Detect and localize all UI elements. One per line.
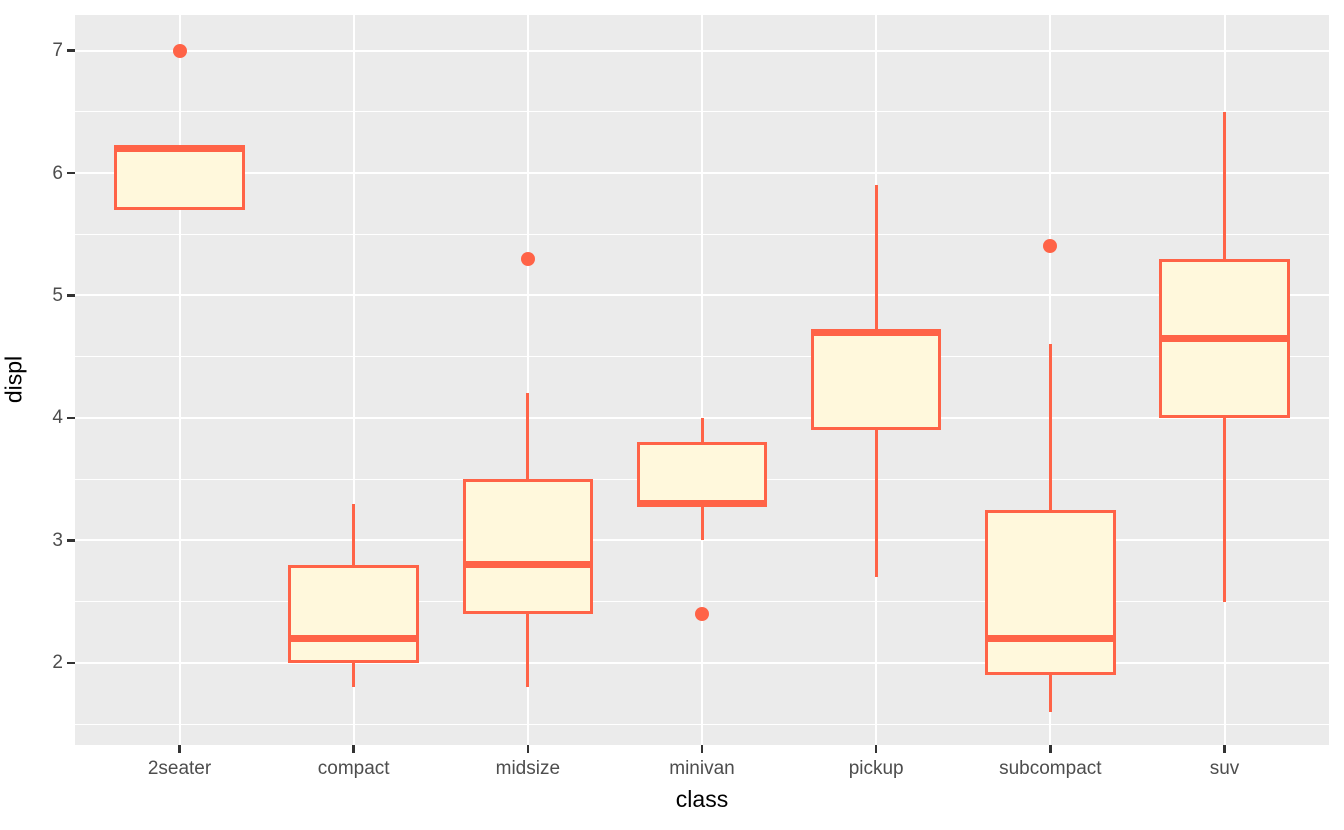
y-tick-label: 7 — [52, 40, 63, 62]
lower-whisker — [1048, 675, 1052, 712]
y-tick-mark — [67, 294, 75, 297]
box-subcompact — [985, 509, 1116, 676]
median-line — [1159, 334, 1290, 342]
outlier-point — [695, 606, 709, 621]
y-tick-label: 5 — [52, 284, 63, 306]
y-tick-label: 4 — [52, 407, 63, 429]
y-tick-label: 2 — [52, 652, 63, 674]
median-line — [114, 145, 245, 152]
x-tick-label: midsize — [495, 758, 561, 779]
y-tick-label: 6 — [52, 162, 63, 184]
box-midsize — [462, 479, 594, 614]
x-tick-mark — [700, 745, 704, 753]
x-tick-label: compact — [317, 758, 390, 779]
x-tick-label: minivan — [669, 758, 735, 779]
lower-whisker — [352, 662, 356, 688]
lower-whisker — [1223, 417, 1226, 602]
x-tick-label: 2seater — [147, 758, 212, 779]
median-line — [810, 328, 942, 336]
lower-whisker — [874, 430, 878, 578]
upper-whisker — [1223, 111, 1226, 259]
box-2seater — [114, 148, 245, 210]
x-tick-mark — [874, 745, 878, 753]
upper-whisker — [700, 417, 704, 443]
x-tick-mark — [1049, 745, 1052, 753]
median-line — [985, 634, 1116, 642]
median-line — [288, 634, 419, 642]
upper-whisker — [874, 185, 878, 333]
box-minivan — [636, 442, 768, 504]
y-tick-mark — [67, 539, 75, 542]
outlier-point — [520, 251, 535, 266]
x-tick-mark — [178, 745, 181, 753]
x-tick-mark — [1223, 745, 1226, 753]
upper-whisker — [1048, 344, 1052, 510]
y-tick-mark — [67, 661, 75, 665]
x-tick-label: subcompact — [999, 758, 1102, 779]
category-gridline — [178, 15, 181, 745]
lower-whisker — [526, 613, 530, 688]
median-line — [636, 500, 768, 508]
category-gridline — [701, 15, 703, 745]
box-compact — [288, 564, 419, 663]
y-tick-mark — [67, 416, 75, 420]
y-axis-title: displ — [0, 355, 27, 404]
upper-whisker — [352, 503, 356, 565]
box-pickup — [810, 332, 942, 431]
x-tick-label: pickup — [848, 758, 904, 779]
upper-whisker — [526, 393, 530, 480]
category-gridline — [352, 15, 355, 745]
y-tick-mark — [67, 49, 75, 52]
outlier-point — [1043, 239, 1058, 254]
y-tick-label: 3 — [52, 529, 63, 551]
outlier-point — [172, 43, 187, 58]
x-axis-title: class — [675, 786, 729, 812]
x-tick-mark — [352, 745, 355, 753]
median-line — [462, 561, 594, 569]
x-tick-mark — [526, 745, 530, 753]
x-tick-label: suv — [1209, 758, 1240, 779]
y-tick-mark — [67, 171, 75, 175]
plot-panel — [75, 15, 1329, 745]
lower-whisker — [700, 503, 704, 541]
category-gridline — [526, 15, 529, 745]
